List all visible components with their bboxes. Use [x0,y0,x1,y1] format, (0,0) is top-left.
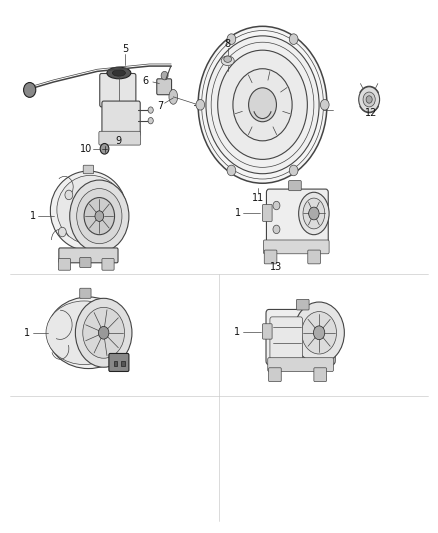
Text: 7: 7 [157,101,163,111]
Circle shape [273,201,280,210]
FancyBboxPatch shape [268,358,333,372]
Text: 10: 10 [80,144,92,154]
Ellipse shape [113,70,125,76]
Ellipse shape [169,90,178,104]
FancyBboxPatch shape [100,74,136,107]
Text: 1: 1 [24,328,30,338]
Text: 12: 12 [365,108,378,118]
Bar [114,361,117,366]
Ellipse shape [107,67,131,79]
Text: 8: 8 [225,39,231,49]
FancyBboxPatch shape [270,317,303,359]
FancyBboxPatch shape [266,189,328,246]
Text: 1: 1 [234,327,240,337]
Circle shape [359,87,380,112]
Circle shape [233,69,292,141]
FancyBboxPatch shape [99,131,141,145]
Circle shape [227,34,236,44]
FancyBboxPatch shape [83,165,94,174]
Circle shape [294,302,344,364]
Circle shape [95,211,104,221]
Circle shape [196,100,205,110]
FancyBboxPatch shape [308,250,321,264]
Circle shape [24,83,36,98]
Circle shape [249,88,276,122]
Circle shape [100,143,109,154]
FancyBboxPatch shape [262,205,272,221]
Circle shape [218,50,307,159]
Circle shape [148,117,153,124]
Text: 13: 13 [269,262,282,271]
Circle shape [65,190,73,200]
FancyBboxPatch shape [314,368,326,382]
Circle shape [75,298,132,367]
FancyBboxPatch shape [80,288,91,298]
FancyBboxPatch shape [157,79,172,95]
Text: 1: 1 [235,208,241,219]
Ellipse shape [221,56,234,66]
Bar [121,361,124,366]
FancyBboxPatch shape [289,181,301,191]
FancyBboxPatch shape [268,368,281,382]
FancyBboxPatch shape [264,250,277,264]
Circle shape [84,198,115,235]
FancyBboxPatch shape [80,257,91,268]
Circle shape [321,100,329,110]
Circle shape [289,165,298,176]
FancyBboxPatch shape [263,240,329,254]
Circle shape [83,308,124,358]
FancyBboxPatch shape [297,300,309,310]
FancyBboxPatch shape [262,324,272,339]
Circle shape [58,227,66,237]
Circle shape [302,312,336,354]
Ellipse shape [303,198,325,229]
FancyBboxPatch shape [109,353,129,372]
Circle shape [99,326,109,339]
Circle shape [314,326,325,340]
Circle shape [366,96,372,103]
FancyBboxPatch shape [58,259,71,270]
FancyBboxPatch shape [102,101,140,136]
Ellipse shape [47,297,130,368]
Ellipse shape [50,171,127,251]
Ellipse shape [57,175,124,244]
FancyBboxPatch shape [266,310,335,365]
Circle shape [77,189,122,244]
Ellipse shape [224,56,232,62]
Circle shape [206,36,319,174]
Circle shape [161,71,168,80]
FancyBboxPatch shape [59,248,118,263]
Circle shape [289,34,298,44]
Circle shape [227,165,236,176]
Text: 9: 9 [116,136,122,147]
Circle shape [198,26,327,183]
Circle shape [148,107,153,114]
Circle shape [70,180,129,252]
Text: 1: 1 [30,211,36,221]
Text: 11: 11 [252,192,264,203]
Text: 6: 6 [142,76,148,86]
Circle shape [363,92,375,107]
Text: 5: 5 [122,44,128,54]
FancyBboxPatch shape [102,259,114,270]
Ellipse shape [46,301,122,365]
Circle shape [309,207,319,220]
Circle shape [273,225,280,233]
Ellipse shape [299,192,329,235]
